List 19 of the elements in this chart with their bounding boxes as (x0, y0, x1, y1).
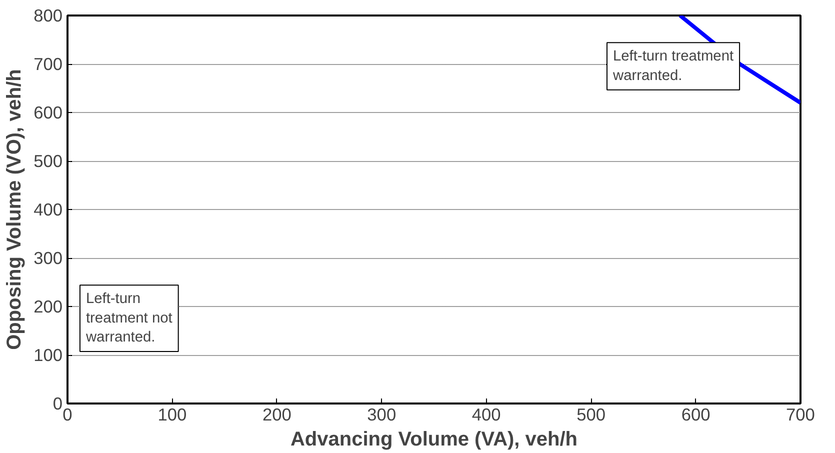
x-tick-label: 600 (681, 404, 710, 424)
x-tick-label: 500 (576, 404, 606, 424)
x-tick-label: 100 (158, 404, 187, 424)
y-tick-label: 400 (34, 200, 63, 220)
y-axis-title: Opposing Volume (VO), veh/h (4, 69, 26, 350)
x-axis-title: Advancing Volume (VA), veh/h (290, 428, 578, 450)
annotation: Left-turn treatment not warranted. (84, 291, 172, 346)
x-tick-label: 300 (367, 404, 396, 424)
x-tick-label: 400 (472, 404, 501, 424)
y-tick-label: 800 (34, 6, 63, 26)
y-tick-label: 500 (34, 151, 63, 171)
x-tick-label: 200 (262, 404, 292, 424)
annotation: Left-turn treatment warranted. (612, 48, 734, 84)
y-tick-label: 100 (34, 345, 63, 365)
x-tick-label: 700 (786, 404, 815, 424)
y-tick-label: 600 (34, 102, 63, 122)
y-tick-label: 300 (34, 248, 63, 268)
y-tick-label: 700 (34, 54, 63, 74)
y-tick-label: 200 (34, 296, 63, 316)
